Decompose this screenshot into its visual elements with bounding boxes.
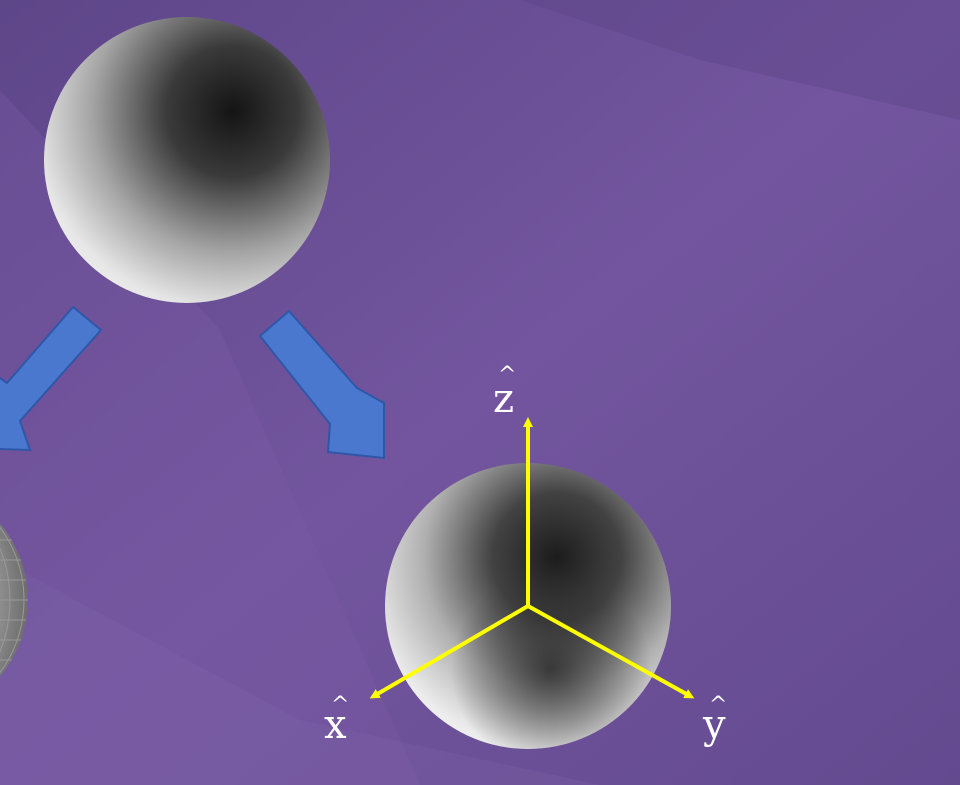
x-axis-label-group: ^ x	[324, 693, 349, 748]
background-facet	[0, 560, 600, 785]
z-axis-hat: ^	[498, 363, 516, 388]
y-axis	[527, 604, 695, 699]
z-axis-label-group: ^ z	[493, 363, 516, 422]
x-axis	[369, 604, 530, 699]
z-axis-label: z	[493, 376, 514, 422]
axes	[369, 417, 695, 699]
arrow-down-left-icon	[0, 305, 103, 452]
x-axis-hat: ^	[331, 693, 349, 718]
y-axis-hat: ^	[709, 693, 727, 718]
wireframe-sphere-icon	[0, 482, 28, 718]
background-facet	[520, 0, 960, 120]
arrow-down-right-icon	[258, 309, 385, 460]
x-axis-label: x	[324, 702, 347, 748]
shaded-sphere-icon	[44, 17, 330, 303]
y-axis-label: y	[702, 702, 726, 748]
y-axis-label-group: ^ y	[702, 693, 727, 748]
